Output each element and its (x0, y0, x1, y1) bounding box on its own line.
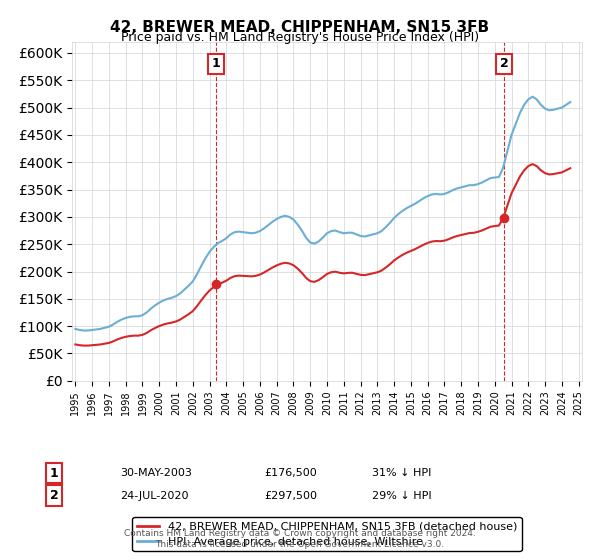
Text: 24-JUL-2020: 24-JUL-2020 (120, 491, 188, 501)
Text: 1: 1 (50, 466, 58, 480)
Text: Price paid vs. HM Land Registry's House Price Index (HPI): Price paid vs. HM Land Registry's House … (121, 31, 479, 44)
Text: 29% ↓ HPI: 29% ↓ HPI (372, 491, 431, 501)
Text: £176,500: £176,500 (264, 468, 317, 478)
Text: 30-MAY-2003: 30-MAY-2003 (120, 468, 192, 478)
Text: £297,500: £297,500 (264, 491, 317, 501)
Text: Contains HM Land Registry data © Crown copyright and database right 2024.
This d: Contains HM Land Registry data © Crown c… (124, 529, 476, 549)
Text: 31% ↓ HPI: 31% ↓ HPI (372, 468, 431, 478)
Text: 42, BREWER MEAD, CHIPPENHAM, SN15 3FB: 42, BREWER MEAD, CHIPPENHAM, SN15 3FB (110, 20, 490, 35)
Text: 2: 2 (500, 57, 508, 71)
Text: 2: 2 (50, 489, 58, 502)
Text: 1: 1 (212, 57, 221, 71)
Legend: 42, BREWER MEAD, CHIPPENHAM, SN15 3FB (detached house), HPI: Average price, deta: 42, BREWER MEAD, CHIPPENHAM, SN15 3FB (d… (133, 517, 521, 552)
